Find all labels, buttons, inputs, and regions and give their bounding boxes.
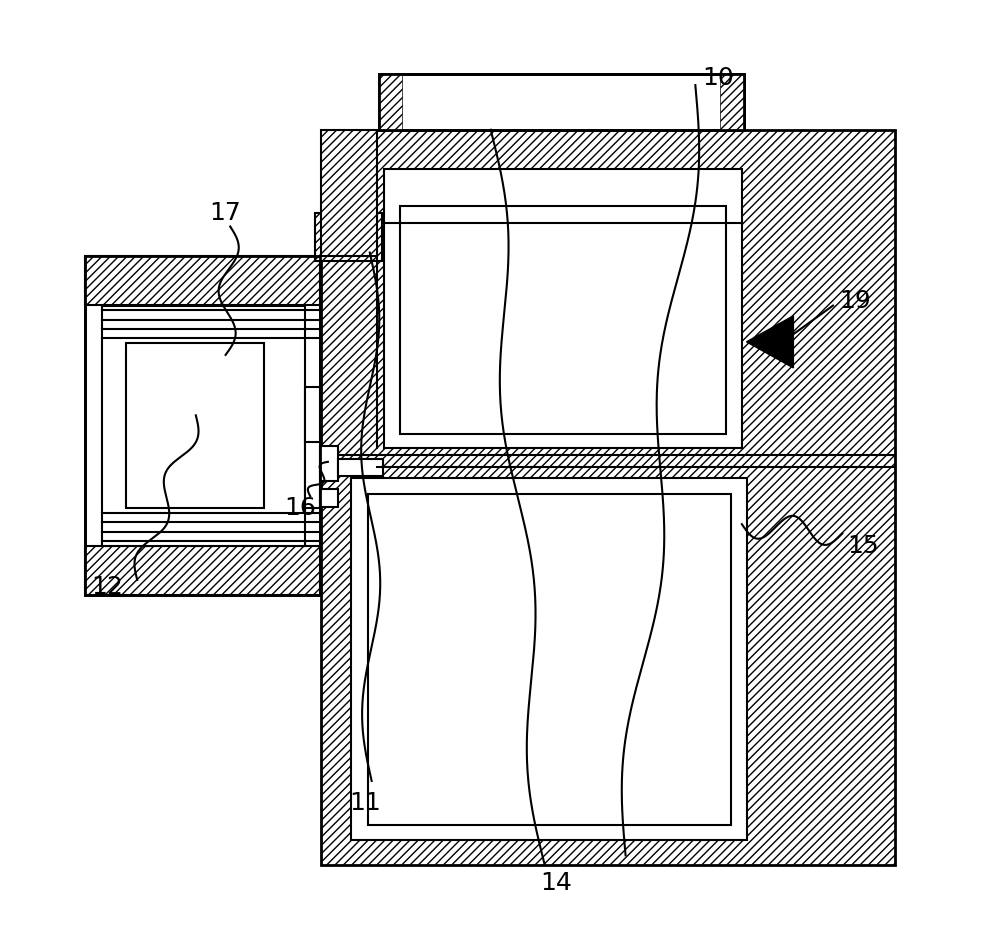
Text: 10: 10 [703, 65, 734, 90]
Bar [315, 213, 382, 261]
Text: 15: 15 [847, 534, 879, 558]
Text: 11: 11 [349, 791, 381, 815]
Bar [379, 74, 402, 130]
Bar [85, 257, 320, 305]
Bar [85, 257, 320, 595]
Bar [85, 547, 320, 595]
Text: 16: 16 [284, 496, 316, 521]
Bar [368, 494, 731, 825]
Bar [85, 257, 320, 595]
Bar [320, 446, 338, 481]
Text: 19: 19 [839, 289, 871, 313]
Bar [321, 130, 377, 257]
Bar [379, 74, 744, 130]
Polygon shape [747, 315, 793, 368]
Bar [351, 478, 747, 841]
Bar [321, 130, 895, 865]
Bar [400, 206, 726, 434]
Bar [320, 489, 338, 508]
Bar [102, 306, 305, 546]
Bar [338, 459, 383, 476]
Bar [305, 387, 320, 508]
Bar [720, 74, 744, 130]
Bar [379, 74, 744, 130]
Text: 14: 14 [540, 871, 572, 896]
Bar [384, 169, 742, 448]
Bar [126, 342, 264, 508]
Text: 17: 17 [210, 202, 241, 226]
Text: 12: 12 [92, 576, 123, 599]
